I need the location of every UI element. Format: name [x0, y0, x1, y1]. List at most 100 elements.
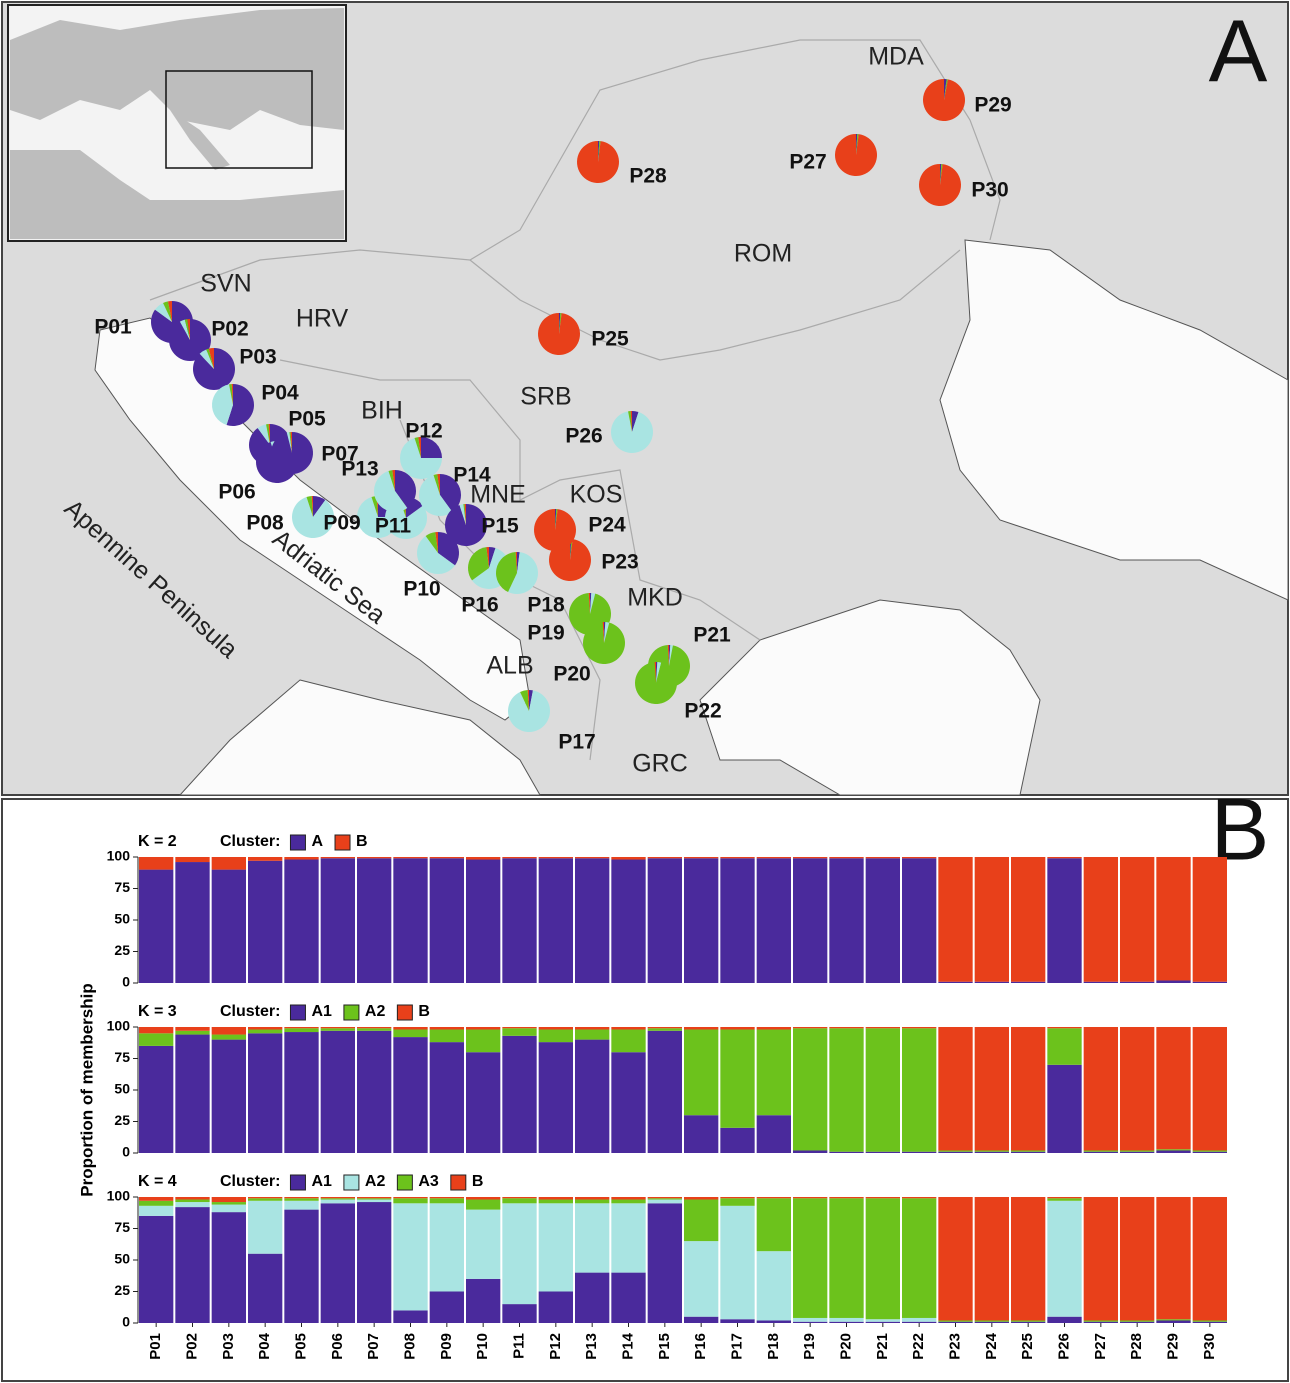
country-label: GRC [632, 750, 688, 778]
bar-segment [757, 1320, 791, 1323]
bar-segment [430, 1198, 464, 1203]
bar-segment [975, 1150, 1009, 1151]
bar-segment [829, 857, 863, 858]
legend-swatch [397, 1005, 412, 1020]
bar-segment [175, 1031, 209, 1035]
bar-segment [1156, 1197, 1190, 1319]
population-label: P12 [405, 420, 442, 443]
bar-segment [575, 858, 609, 983]
legend-swatch [290, 1175, 305, 1190]
bar-segment [1011, 1197, 1045, 1320]
bar-segment [539, 1292, 573, 1324]
pie-slice [923, 79, 965, 121]
x-tick-label: P01 [147, 1333, 164, 1360]
y-tick-label: 0 [122, 1144, 130, 1160]
bar-segment [975, 1322, 1009, 1323]
bar-segment [720, 1206, 754, 1319]
pie-slice [835, 134, 877, 176]
bar-segment [212, 1027, 246, 1035]
bar-segment [902, 1322, 936, 1323]
bar-segment [539, 1197, 573, 1200]
legend-swatch [344, 1005, 359, 1020]
bar-segment [1047, 1027, 1081, 1028]
x-tick-label: P17 [728, 1333, 745, 1360]
bar-segment [575, 1027, 609, 1030]
x-tick-label: P16 [692, 1333, 709, 1360]
bar-segment [902, 1028, 936, 1151]
bar-segment [466, 860, 500, 983]
bar-segment [248, 1027, 282, 1030]
bar-segment [175, 1035, 209, 1153]
bar-segment [938, 1152, 972, 1153]
bar-segment [938, 982, 972, 983]
bar-segment [502, 1304, 536, 1323]
bar-segment [757, 1251, 791, 1320]
bar-segment [1193, 1150, 1227, 1151]
bar-segment [648, 1031, 682, 1153]
bar-segment [720, 857, 754, 858]
x-tick-label: P19 [801, 1333, 818, 1360]
y-tick-label: 75 [114, 1049, 130, 1065]
bar-segment [611, 1052, 645, 1153]
population-label: P02 [211, 318, 248, 341]
bar-segment [575, 1203, 609, 1272]
bar-segment [1084, 857, 1118, 982]
bar-segment [139, 1046, 173, 1153]
legend-label: B [418, 1003, 430, 1020]
bar-segment [793, 1150, 827, 1153]
bar-segment [139, 857, 173, 870]
bar-segment [902, 1197, 936, 1198]
bar-segment [575, 1197, 609, 1200]
bar-segment [175, 857, 209, 862]
bar-segment [575, 857, 609, 858]
bar-segment [466, 1200, 500, 1210]
bar-segment [902, 1027, 936, 1028]
bar-segment [393, 857, 427, 858]
bar-segment [611, 860, 645, 983]
bar-segment [430, 858, 464, 983]
population-label: P30 [971, 179, 1008, 202]
bar-segment [466, 857, 500, 860]
bar-segment [611, 1203, 645, 1272]
legend-label: A2 [365, 1003, 386, 1020]
legend-swatch [335, 835, 350, 850]
bar-segment [648, 1203, 682, 1323]
bar-segment [139, 1206, 173, 1216]
pie [271, 432, 313, 474]
bar-segment [829, 858, 863, 983]
bar-segment [757, 857, 791, 858]
legend-swatch [344, 1175, 359, 1190]
bar-segment [175, 1197, 209, 1200]
bar-segment [1047, 1317, 1081, 1323]
bar-segment [611, 1197, 645, 1200]
pie [577, 141, 619, 183]
x-tick-label: P15 [656, 1333, 673, 1360]
bar-segment [1011, 1027, 1045, 1150]
bar-segment [1084, 1322, 1118, 1323]
bar-segment [793, 1198, 827, 1318]
bar-segment [502, 857, 536, 858]
bar-segment [284, 1198, 318, 1201]
bar-segment [212, 1212, 246, 1323]
bar-segment [684, 858, 718, 983]
y-tick-label: 50 [114, 1081, 130, 1097]
population-label: P22 [684, 700, 721, 723]
bar-segment [139, 1027, 173, 1033]
population-label: P13 [341, 458, 378, 481]
bar-segment [648, 858, 682, 983]
population-label: P05 [288, 408, 326, 431]
bar-segment [430, 1203, 464, 1291]
bar-segment [502, 1036, 536, 1153]
bar-segment [393, 858, 427, 983]
pie [538, 313, 580, 355]
bar-segment [1156, 980, 1190, 983]
bar-segment [393, 1030, 427, 1038]
bar-segment [611, 1027, 645, 1030]
bar-segment [139, 1197, 173, 1201]
country-label: MDA [868, 43, 924, 71]
bar-segment [1011, 982, 1045, 983]
bar-segment [866, 1319, 900, 1322]
bar-segment [502, 1203, 536, 1304]
x-tick-label: P30 [1201, 1333, 1218, 1360]
bar-segment [938, 1027, 972, 1150]
